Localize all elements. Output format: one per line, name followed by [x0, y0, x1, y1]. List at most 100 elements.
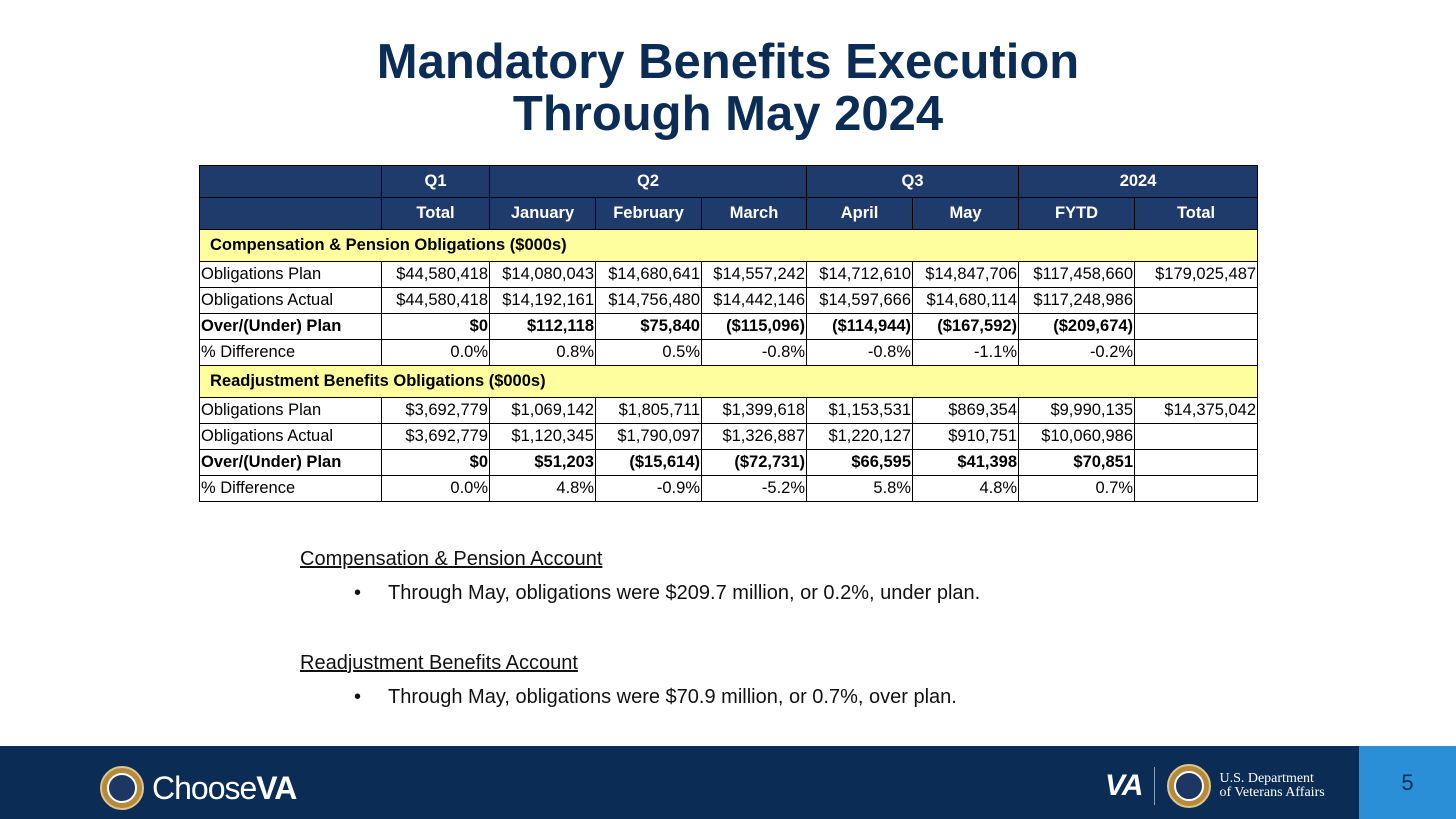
table-cell: 0.7% — [1018, 475, 1136, 502]
table-cell: $14,756,480 — [595, 287, 702, 314]
group-header-cell: 2024 — [1018, 165, 1259, 198]
table-cell: 0.0% — [381, 475, 490, 502]
group-header-cell — [199, 165, 382, 198]
va-seal-icon — [100, 766, 144, 810]
row-label: Over/(Under) Plan — [199, 313, 382, 340]
table-cell — [1134, 475, 1259, 502]
table-cell: $1,069,142 — [489, 397, 596, 424]
note-heading-comp-pension: Compensation & Pension Account — [300, 548, 603, 570]
va-department-logo: VA U.S. Department of Veterans Affairs — [1105, 764, 1325, 808]
table-cell: $41,398 — [912, 449, 1020, 476]
bullet-icon: • — [354, 582, 362, 604]
table-cell: $66,595 — [806, 449, 914, 476]
row-label: % Difference — [199, 339, 382, 366]
table-row: Obligations Plan $44,580,418 $14,080,043 $1… — [199, 261, 1259, 288]
section-title: Readjustment Benefits Obligations ($000s… — [198, 365, 1259, 398]
table-cell: $179,025,487 — [1134, 261, 1259, 288]
table-cell: $14,847,706 — [912, 261, 1020, 288]
table-cell: $869,354 — [912, 397, 1020, 424]
table-row: % Difference 0.0% 0.8% 0.5% -0.8% -0.8% -1.1% -… — [199, 339, 1259, 366]
table-body: Q1 Q2 Q3 2024 Total January February Mar… — [198, 165, 1259, 502]
table-cell: $70,851 — [1018, 449, 1136, 476]
table-cell: ($167,592) — [912, 313, 1020, 340]
table-cell: $1,153,531 — [806, 397, 914, 424]
table-cell: $9,990,135 — [1018, 397, 1136, 424]
table-cell: $1,399,618 — [700, 397, 808, 424]
table-cell: ($15,614) — [595, 449, 702, 476]
row-label: Obligations Plan — [199, 397, 382, 424]
choose-text: Choose — [152, 769, 257, 806]
table-cell: $1,326,887 — [700, 423, 808, 450]
table-cell: 0.8% — [489, 339, 596, 366]
department-seal-icon — [1167, 764, 1212, 808]
choose-va-text: VA — [256, 769, 297, 806]
row-label: Obligations Plan — [199, 261, 382, 288]
section-header-row: Compensation & Pension Obligations ($000… — [198, 229, 1259, 262]
sub-header-cell: Total — [381, 197, 490, 230]
sub-header-cell: FYTD — [1018, 197, 1136, 230]
table-cell: $910,751 — [912, 423, 1020, 450]
table-cell: $3,692,779 — [381, 397, 490, 424]
table-cell: $0 — [381, 313, 490, 340]
table-row: Over/(Under) Plan $0 $112,118 $75,840 ($115,… — [199, 313, 1259, 340]
table-cell: $14,680,641 — [595, 261, 702, 288]
row-label: Obligations Actual — [199, 423, 382, 450]
table-cell: $44,580,418 — [381, 287, 490, 314]
slide-title-line1: Mandatory Benefits Execution — [376, 35, 1080, 89]
table-cell: $14,192,161 — [489, 287, 596, 314]
obligations-table: Q1 Q2 Q3 2024 Total January February Mar… — [198, 165, 1259, 502]
table-cell: $3,692,779 — [381, 423, 490, 450]
table-cell: $44,580,418 — [381, 261, 490, 288]
table-cell: 0.0% — [381, 339, 490, 366]
choose-va-logo: ChooseVA — [100, 766, 297, 810]
table-cell: $117,248,986 — [1018, 287, 1136, 314]
table-cell — [1134, 339, 1259, 366]
table-cell: 0.5% — [595, 339, 702, 366]
slide-title: Mandatory Benefits Execution Through May… — [0, 36, 1456, 140]
table-cell: $14,557,242 — [700, 261, 808, 288]
table-cell: $14,080,043 — [489, 261, 596, 288]
table-cell: $14,597,666 — [806, 287, 914, 314]
row-label: Obligations Actual — [199, 287, 382, 314]
table-row: % Difference 0.0% 4.8% -0.9% -5.2% 5.8% 4.8% 0.… — [199, 475, 1259, 502]
note-bullet-comp-pension: • Through May, obligations were $209.7 m… — [354, 579, 981, 607]
sub-header-cell: April — [806, 197, 914, 230]
sub-header-cell: March — [700, 197, 808, 230]
sub-header-row: Total January February March April May F… — [199, 197, 1259, 230]
slide-title-line2: Through May 2024 — [512, 87, 944, 141]
sub-header-cell: February — [595, 197, 702, 230]
table-cell: $1,220,127 — [806, 423, 914, 450]
table-cell: $0 — [381, 449, 490, 476]
note-bullet-text: Through May, obligations were $70.9 mill… — [388, 686, 957, 708]
bullet-icon: • — [354, 686, 362, 708]
notes: Compensation & Pension Account • Through… — [300, 545, 980, 711]
department-line1: U.S. Department — [1219, 771, 1314, 786]
page-number: 5 — [1359, 746, 1456, 819]
section-header-row: Readjustment Benefits Obligations ($000s… — [198, 365, 1259, 398]
table-cell: $112,118 — [489, 313, 596, 340]
table-cell — [1134, 287, 1259, 314]
table-cell: $14,680,114 — [912, 287, 1020, 314]
row-label: % Difference — [199, 475, 382, 502]
group-header-cell: Q3 — [806, 165, 1020, 198]
table-cell: $75,840 — [595, 313, 702, 340]
table-cell — [1134, 423, 1259, 450]
table-cell: ($114,944) — [806, 313, 914, 340]
table-cell: $10,060,986 — [1018, 423, 1136, 450]
table-cell: 4.8% — [489, 475, 596, 502]
table-cell: -0.8% — [806, 339, 914, 366]
table-cell — [1134, 449, 1259, 476]
table-cell: $14,442,146 — [700, 287, 808, 314]
table-cell: -0.9% — [595, 475, 702, 502]
table-row: Obligations Actual $44,580,418 $14,192,161… — [199, 287, 1259, 314]
table-cell: ($72,731) — [700, 449, 808, 476]
table-cell: $1,120,345 — [489, 423, 596, 450]
table-cell: $51,203 — [489, 449, 596, 476]
department-line2: of Veterans Affairs — [1219, 785, 1325, 800]
sub-header-cell: May — [912, 197, 1020, 230]
group-header-cell: Q1 — [381, 165, 490, 198]
table-cell: ($209,674) — [1018, 313, 1136, 340]
note-bullet-text: Through May, obligations were $209.7 mil… — [388, 582, 981, 604]
row-label: Over/(Under) Plan — [199, 449, 382, 476]
table-cell — [1134, 313, 1259, 340]
